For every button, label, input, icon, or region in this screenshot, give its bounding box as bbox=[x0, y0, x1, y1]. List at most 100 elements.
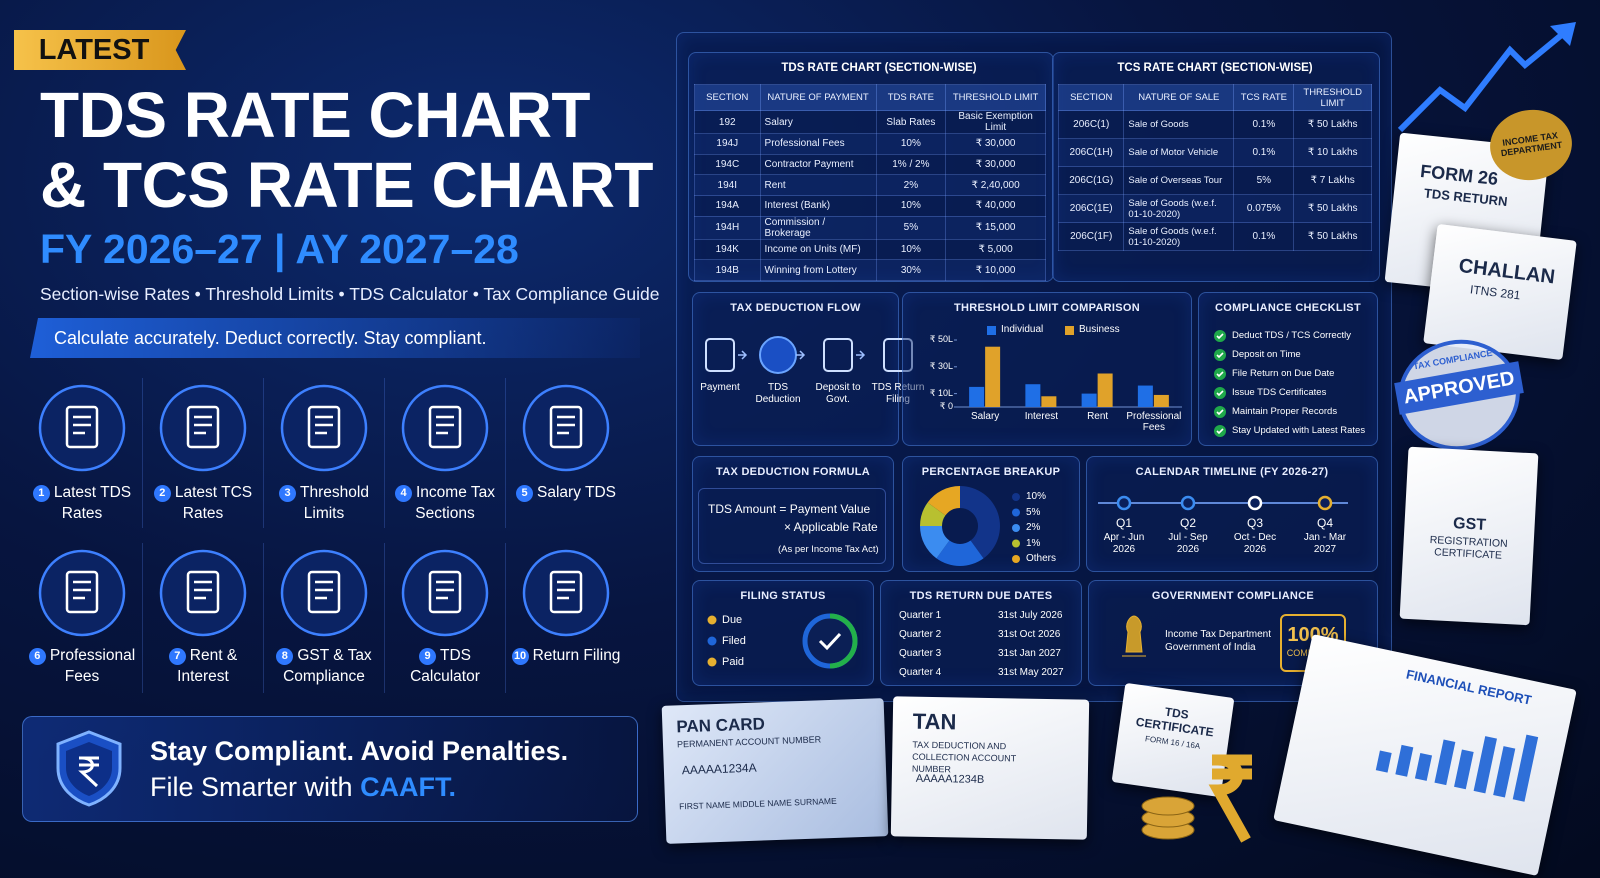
panel-title: GOVERNMENT COMPLIANCE bbox=[1151, 590, 1315, 602]
feature-label: 2 Latest TCS Rates bbox=[147, 482, 259, 524]
cell: Basic Exemption Limit bbox=[945, 110, 1046, 134]
feature-number: 1 bbox=[32, 485, 50, 502]
feature-label: 9 TDS Calculator bbox=[389, 645, 501, 687]
flow-arrow bbox=[738, 350, 748, 360]
icon-glyph-lines bbox=[436, 580, 454, 600]
brand: CAAFT. bbox=[360, 772, 457, 802]
feature-label: 3 Threshold Limits bbox=[268, 482, 380, 524]
cell: 0.075% bbox=[1233, 194, 1295, 223]
column-header: NATURE OF PAYMENT bbox=[759, 84, 877, 111]
column-header: THRESHOLD LIMIT bbox=[1293, 84, 1372, 111]
due-dates-box: TDS RETURN DUE DATES bbox=[880, 580, 1082, 686]
feature-text: Rent & Interest bbox=[177, 647, 238, 685]
bar-chart bbox=[954, 339, 1182, 408]
x-tick-label: Professional Fees bbox=[1126, 411, 1182, 433]
cell: 0.1% bbox=[1233, 138, 1295, 167]
status-label: Paid bbox=[722, 656, 745, 668]
flow-step: Deposit to Govt. bbox=[815, 382, 861, 405]
x-tick-label: Interest bbox=[1024, 411, 1059, 422]
feature-text: Latest TCS Rates bbox=[174, 484, 253, 522]
tagline: Calculate accurately. Deduct correctly. … bbox=[54, 328, 487, 348]
tan-card: TAN TAX DEDUCTION AND COLLECTION ACCOUNT … bbox=[890, 696, 1090, 840]
check-icon bbox=[1214, 330, 1226, 342]
icon-ring bbox=[38, 384, 126, 472]
formula-note: (As per Income Tax Act) bbox=[778, 544, 879, 555]
feature-label: 5 Salary TDS bbox=[510, 482, 622, 503]
report-doc: FINANCIAL REPORT bbox=[1273, 634, 1577, 876]
feature-number: 6 bbox=[28, 648, 46, 665]
legend-label: 2% bbox=[1026, 522, 1041, 533]
check-icon bbox=[1214, 349, 1226, 361]
icon-glyph-lines bbox=[73, 415, 91, 435]
govt: Government of India bbox=[1165, 642, 1256, 653]
table-title: TDS RATE CHART (SECTION-WISE) bbox=[781, 62, 977, 74]
pan-title: PAN CARD bbox=[676, 714, 766, 737]
feature-icon bbox=[401, 384, 489, 472]
coin bbox=[1141, 796, 1195, 816]
cell: Interest (Bank) bbox=[759, 195, 877, 217]
quarter-year: 2026 bbox=[1176, 544, 1200, 555]
cell: ₹ 50 Lakhs bbox=[1293, 194, 1372, 223]
cell: 194A bbox=[694, 195, 761, 217]
donut-slice bbox=[927, 486, 960, 516]
icon-glyph bbox=[307, 405, 341, 449]
feature-text: Professional Fees bbox=[49, 647, 136, 685]
cell: 0.1% bbox=[1233, 110, 1295, 139]
emblem bbox=[1122, 615, 1146, 657]
panel-title: FILING STATUS bbox=[740, 590, 826, 602]
icon-ring bbox=[401, 384, 489, 472]
table-row: 194B Winning from Lottery 30% ₹ 10,000 bbox=[694, 259, 1046, 282]
feature-number: 9 bbox=[419, 648, 436, 665]
cell: 206C(1E) bbox=[1057, 194, 1125, 223]
shield-icon bbox=[56, 730, 122, 807]
column-header: SECTION bbox=[694, 84, 761, 111]
timeline-dot bbox=[1247, 495, 1263, 511]
feature-number: 3 bbox=[279, 485, 297, 502]
checklist-box: COMPLIANCE CHECKLIST bbox=[1198, 292, 1378, 446]
feature-icon bbox=[522, 384, 610, 472]
icon-glyph-lines bbox=[194, 415, 212, 435]
feature-label: 6 Professional Fees bbox=[26, 645, 138, 687]
feature-number: 5 bbox=[516, 485, 534, 502]
check-icon bbox=[1214, 425, 1226, 437]
separator bbox=[384, 543, 385, 693]
cell: 194K bbox=[694, 238, 761, 261]
feature-text: Latest TDS Rates bbox=[53, 484, 132, 522]
quarter: Quarter 3 bbox=[899, 648, 942, 659]
report-bar bbox=[1395, 744, 1414, 777]
icon-ring bbox=[280, 384, 368, 472]
icon-ring bbox=[159, 384, 247, 472]
column-header: NATURE OF SALE bbox=[1123, 84, 1235, 111]
icon-ring bbox=[280, 549, 368, 637]
quarter-range: Jul - Sep bbox=[1168, 532, 1208, 543]
column-header: THRESHOLD LIMIT bbox=[945, 84, 1046, 111]
status-dot bbox=[707, 657, 717, 667]
quarter-label: Q4 bbox=[1316, 516, 1333, 530]
quarter: Quarter 2 bbox=[899, 629, 942, 640]
column-header: TDS RATE bbox=[875, 84, 947, 111]
footer-text: File Smarter with bbox=[150, 772, 353, 802]
bar bbox=[1153, 394, 1169, 407]
checklist-item: Stay Updated with Latest Rates bbox=[1232, 425, 1366, 436]
table-row: 194C Contractor Payment 1% / 2% ₹ 30,000 bbox=[694, 153, 1046, 176]
cell: 10% bbox=[875, 195, 947, 217]
icon-glyph-lines bbox=[557, 415, 575, 435]
icon-ring bbox=[159, 549, 247, 637]
checklist-item: File Return on Due Date bbox=[1232, 368, 1335, 379]
y-tick-label: ₹ 0 bbox=[939, 401, 953, 411]
separator bbox=[142, 378, 143, 528]
legend-label: Others bbox=[1026, 553, 1057, 564]
icon-ring bbox=[522, 549, 610, 637]
icon-glyph bbox=[65, 405, 99, 449]
flow-icon bbox=[823, 338, 853, 372]
cell: ₹ 30,000 bbox=[945, 133, 1046, 155]
bar bbox=[1025, 384, 1041, 407]
threshold-box: THRESHOLD LIMIT COMPARISON bbox=[902, 292, 1192, 446]
icon-glyph bbox=[65, 570, 99, 614]
growth-arrows bbox=[1397, 22, 1576, 133]
checklist-item: Deduct TDS / TCS Correctly bbox=[1232, 330, 1351, 341]
table-row: 206C(1E) Sale of Goods (w.e.f. 01-10-2020… bbox=[1057, 194, 1372, 223]
cell: 192 bbox=[694, 110, 761, 134]
quarter-range: Apr - Jun bbox=[1103, 532, 1145, 543]
icon-glyph bbox=[549, 570, 583, 614]
